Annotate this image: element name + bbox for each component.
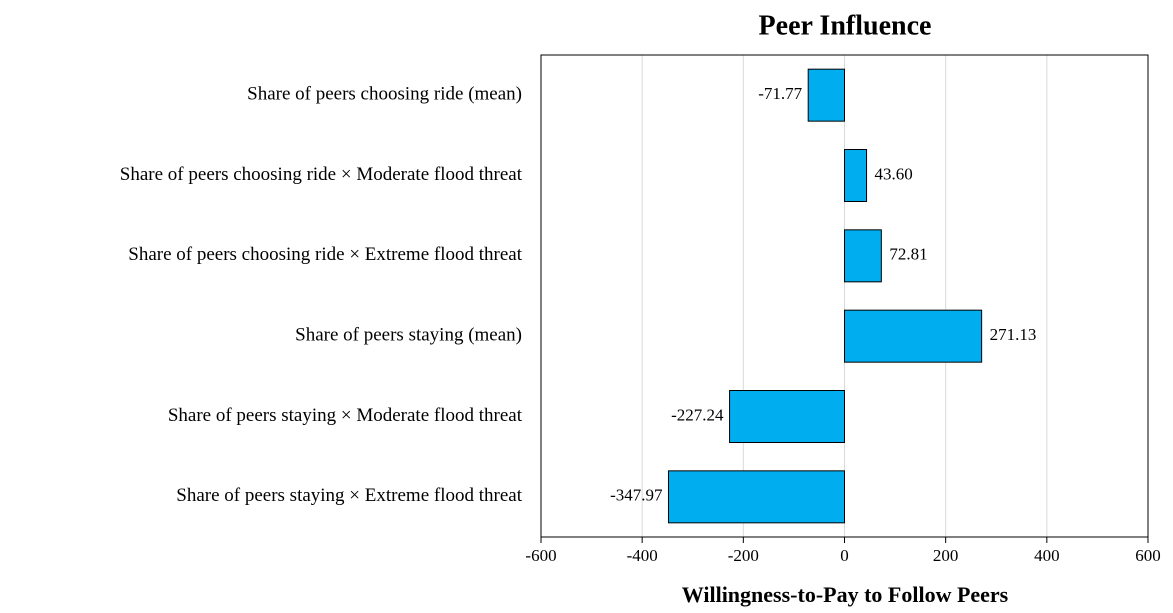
value-label: 271.13 — [990, 325, 1037, 344]
value-label: -347.97 — [610, 486, 663, 505]
chart-title: Peer Influence — [759, 10, 932, 41]
y-tick-label: Share of peers choosing ride × Moderate … — [120, 164, 523, 185]
y-tick-label: Share of peers choosing ride (mean) — [247, 84, 522, 105]
x-tick-label: -400 — [627, 546, 658, 565]
y-tick-label: Share of peers staying × Moderate flood … — [168, 405, 523, 426]
bar — [729, 390, 846, 443]
value-label: -71.77 — [758, 84, 802, 103]
bar — [844, 309, 983, 363]
x-tick-label: 600 — [1135, 546, 1161, 565]
x-tick-label: 200 — [933, 546, 959, 565]
value-label: -227.24 — [671, 405, 724, 424]
x-tick-label: -200 — [728, 546, 759, 565]
y-tick-label: Share of peers choosing ride × Extreme f… — [128, 244, 522, 265]
bar — [807, 68, 846, 122]
x-axis-label: Willingness-to-Pay to Follow Peers — [682, 582, 1009, 607]
bar — [844, 149, 868, 202]
value-label: 43.60 — [875, 164, 913, 183]
bar — [844, 229, 882, 283]
bar — [667, 470, 845, 524]
y-tick-label: Share of peers staying × Extreme flood t… — [176, 485, 522, 506]
y-tick-label: Share of peers staying (mean) — [295, 325, 522, 346]
value-label: 72.81 — [889, 245, 927, 264]
x-tick-label: 0 — [840, 546, 849, 565]
plot-frame — [540, 54, 1149, 538]
x-tick-label: 400 — [1034, 546, 1060, 565]
x-tick-label: -600 — [525, 546, 556, 565]
